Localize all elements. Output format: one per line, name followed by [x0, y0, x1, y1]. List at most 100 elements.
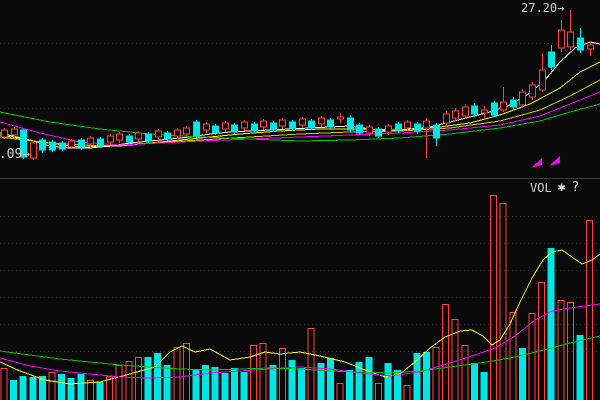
- volume-bar: [19, 376, 27, 400]
- candle-down: [145, 133, 152, 142]
- volume-bar: [326, 358, 334, 400]
- volume-bar: [106, 376, 114, 400]
- volume-bar: [38, 376, 46, 400]
- volume-bar: [557, 300, 565, 400]
- volume-bar: [58, 374, 66, 400]
- candle-up: [529, 84, 536, 98]
- candle-down: [375, 128, 382, 137]
- volume-bar: [96, 382, 104, 400]
- candle-down: [212, 125, 219, 134]
- candle-up: [452, 110, 459, 119]
- candle-down: [97, 138, 104, 147]
- gear-icon[interactable]: ✱: [557, 180, 566, 195]
- volume-bar: [86, 380, 94, 400]
- volume-bar: [509, 312, 517, 400]
- volume-bar: [0, 368, 8, 400]
- volume-bar: [461, 345, 469, 400]
- vol-ma-green: [0, 335, 600, 374]
- candle-down: [356, 124, 363, 134]
- candle-up: [203, 123, 210, 131]
- candle-down: [39, 139, 46, 151]
- volume-bar: [67, 378, 75, 400]
- candle-up: [116, 133, 123, 141]
- candle-up: [174, 129, 181, 137]
- volume-indicator-label: VOL: [530, 180, 552, 195]
- volume-bar: [134, 357, 142, 400]
- candle-up: [404, 121, 411, 129]
- volume-bar: [422, 352, 430, 400]
- candle-down: [49, 141, 56, 151]
- candle-up: [30, 142, 37, 159]
- candle-up: [11, 128, 18, 136]
- volume-bar: [211, 367, 219, 400]
- volume-bar: [173, 347, 181, 400]
- volume-bar: [566, 302, 574, 400]
- candle-up: [299, 118, 306, 126]
- candle-down: [491, 102, 498, 116]
- price-low-label: 6.09→: [0, 147, 31, 162]
- volume-bar: [586, 220, 594, 400]
- volume-bar: [547, 248, 555, 400]
- price-high-label: 27.20→: [521, 1, 565, 15]
- volume-bar: [365, 357, 373, 400]
- candle-down: [78, 139, 85, 148]
- volume-bar: [528, 313, 536, 400]
- candle-up: [481, 109, 488, 114]
- volume-bar: [518, 348, 526, 400]
- candle-up: [155, 130, 162, 138]
- volume-bar: [259, 343, 267, 400]
- candle-down: [126, 135, 133, 143]
- candle-down: [577, 37, 584, 51]
- candle-up: [87, 137, 94, 145]
- candle-down: [308, 120, 315, 129]
- left-flag-icon: [531, 158, 542, 168]
- volume-bar: [355, 362, 363, 400]
- volume-bar: [221, 373, 229, 400]
- volume-bar: [163, 365, 171, 400]
- help-icon[interactable]: ?: [571, 180, 580, 195]
- volume-bar: [480, 372, 488, 400]
- candle-down: [231, 124, 238, 133]
- volume-bar: [317, 363, 325, 400]
- volume-bar: [470, 363, 478, 400]
- candlesticks: [1, 10, 594, 160]
- volume-bar: [346, 370, 354, 400]
- volume-bar: [278, 348, 286, 400]
- candle-down: [433, 124, 440, 139]
- candle-up: [500, 101, 507, 111]
- volume-bar: [394, 370, 402, 400]
- volume-bar: [374, 383, 382, 400]
- vol-ma-yellow: [0, 249, 600, 385]
- candle-up: [539, 69, 546, 91]
- ma-green: [0, 103, 600, 142]
- volume-bar: [77, 374, 85, 400]
- candle-down: [251, 123, 258, 132]
- candle-up: [135, 132, 142, 140]
- volume-bar: [298, 368, 306, 400]
- volume-bar: [240, 372, 248, 400]
- volume-bar: [490, 195, 498, 400]
- candle-up: [443, 113, 450, 124]
- candle-down: [164, 132, 171, 140]
- candle-up: [423, 120, 430, 129]
- volume-bar: [154, 353, 162, 400]
- candle-down: [347, 117, 354, 131]
- volume-bar: [269, 365, 277, 400]
- candle-up: [462, 106, 469, 117]
- candle-up: [567, 31, 574, 48]
- volume-bar: [442, 304, 450, 400]
- candle-down: [20, 129, 27, 158]
- candle-down: [471, 105, 478, 115]
- volume-bar: [384, 363, 392, 400]
- volume-bar: [230, 368, 238, 400]
- volume-bar: [115, 365, 123, 400]
- candle-up: [366, 126, 373, 134]
- candle-up: [318, 117, 325, 125]
- volume-bar: [202, 365, 210, 400]
- candle-up: [222, 122, 229, 130]
- candle-up: [558, 29, 565, 49]
- signal-arrow-icons: [531, 156, 560, 168]
- volume-indicator-header: VOL ✱ ?: [530, 180, 579, 195]
